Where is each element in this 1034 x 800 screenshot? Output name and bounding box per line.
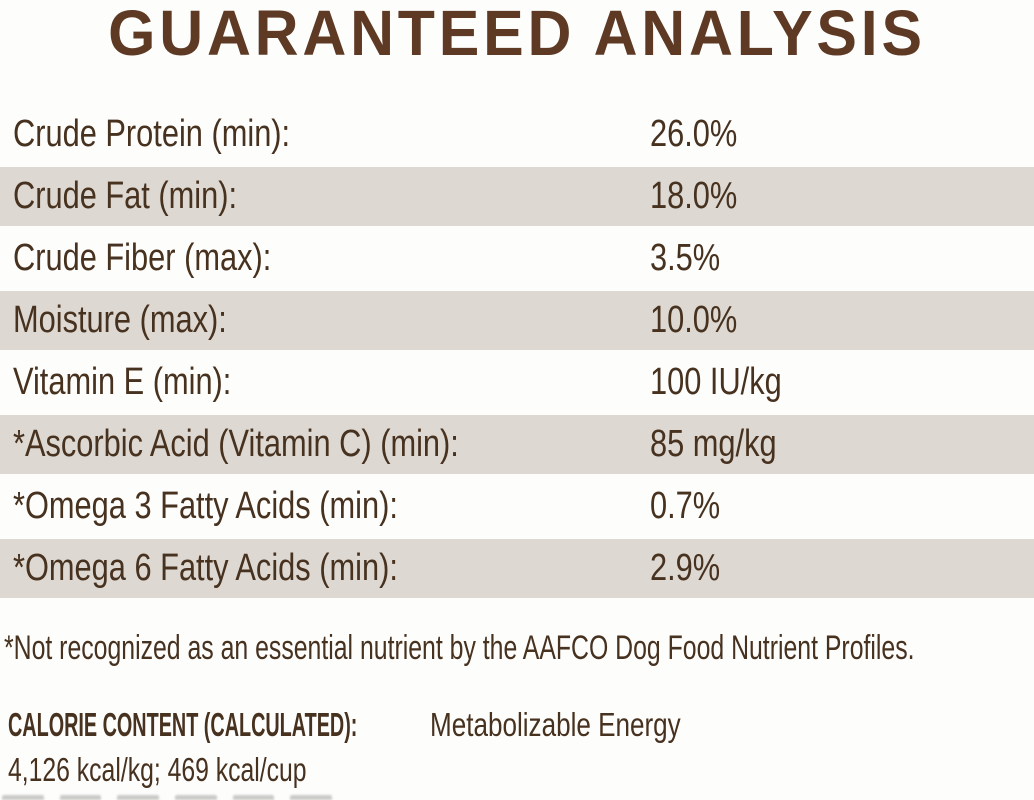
nutrient-label: Crude Protein (min): bbox=[13, 113, 291, 155]
nutrient-value: 85 mg/kg bbox=[650, 423, 777, 465]
nutrient-value: 18.0% bbox=[650, 175, 738, 217]
aafco-footnote: *Not recognized as an essential nutrient… bbox=[4, 629, 915, 667]
calorie-values-line: 4,126 kcal/kg; 469 kcal/cup bbox=[8, 751, 307, 788]
table-row: *Omega 3 Fatty Acids (min): 0.7% bbox=[0, 477, 1034, 536]
nutrient-value: 100 IU/kg bbox=[650, 361, 782, 403]
nutrient-label: Vitamin E (min): bbox=[13, 361, 232, 403]
table-row: Moisture (max): 10.0% bbox=[0, 291, 1034, 350]
metabolizable-energy-label: Metabolizable Energy bbox=[430, 706, 681, 743]
nutrient-label: *Omega 6 Fatty Acids (min): bbox=[13, 547, 398, 589]
nutrient-value: 26.0% bbox=[650, 113, 738, 155]
table-row: *Omega 6 Fatty Acids (min): 2.9% bbox=[0, 539, 1034, 598]
nutrient-label: Moisture (max): bbox=[13, 299, 227, 341]
table-row: *Ascorbic Acid (Vitamin C) (min): 85 mg/… bbox=[0, 415, 1034, 474]
nutrient-label: *Ascorbic Acid (Vitamin C) (min): bbox=[13, 423, 459, 465]
table-row: Crude Fiber (max): 3.5% bbox=[0, 229, 1034, 288]
nutrient-label: *Omega 3 Fatty Acids (min): bbox=[13, 485, 398, 527]
nutrient-label: Crude Fiber (max): bbox=[13, 237, 272, 279]
nutrient-value: 0.7% bbox=[650, 485, 721, 527]
calorie-content-heading: CALORIE CONTENT (CALCULATED): bbox=[8, 706, 358, 743]
cropped-next-line-remnant bbox=[2, 795, 333, 800]
table-row: Vitamin E (min): 100 IU/kg bbox=[0, 353, 1034, 412]
nutrient-label: Crude Fat (min): bbox=[13, 175, 238, 217]
table-row: Crude Fat (min): 18.0% bbox=[0, 167, 1034, 226]
page-title: GUARANTEED ANALYSIS bbox=[108, 0, 926, 69]
nutrient-value: 3.5% bbox=[650, 237, 721, 279]
table-row: Crude Protein (min): 26.0% bbox=[0, 105, 1034, 164]
nutrient-value: 2.9% bbox=[650, 547, 721, 589]
nutrient-value: 10.0% bbox=[650, 299, 738, 341]
guaranteed-analysis-table: Crude Protein (min): 26.0% Crude Fat (mi… bbox=[0, 105, 1034, 601]
